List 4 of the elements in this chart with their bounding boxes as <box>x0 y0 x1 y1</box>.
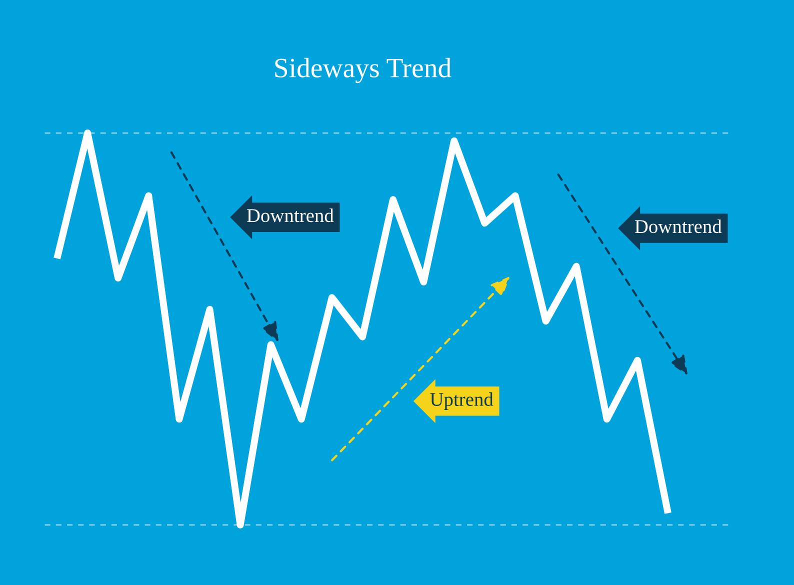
annotation: Uptrend <box>430 392 494 410</box>
chart-title: Sideways Trend <box>275 58 452 84</box>
annotation: Downtrend <box>634 219 722 234</box>
annotation: Downtrend <box>246 208 334 222</box>
